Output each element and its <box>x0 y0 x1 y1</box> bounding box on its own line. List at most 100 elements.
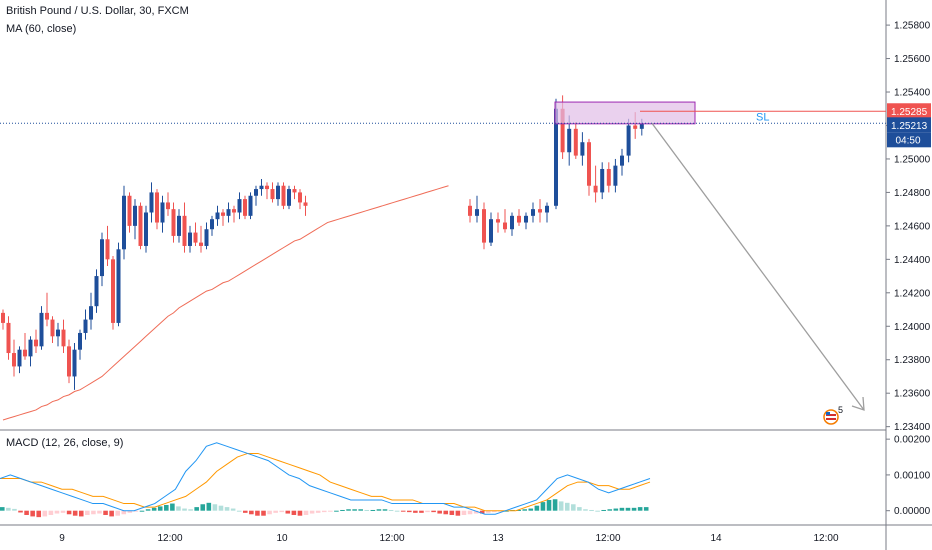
macd-histogram-bar <box>279 510 285 513</box>
macd-histogram-bar <box>321 510 327 513</box>
candle-body <box>633 125 638 129</box>
macd-histogram-bar <box>30 510 35 517</box>
candle-body <box>72 349 77 377</box>
candle-body <box>188 232 192 246</box>
price-tick-label: 1.25600 <box>894 54 931 65</box>
macd-histogram-bar <box>36 510 42 518</box>
macd-histogram-bar <box>121 510 127 515</box>
macd-histogram-bar <box>364 509 370 511</box>
macd-histogram-bar <box>297 510 303 516</box>
candle-body <box>270 189 275 200</box>
macd-histogram-bar <box>455 510 461 516</box>
macd-signal-line <box>0 452 651 512</box>
candle-body <box>155 192 159 223</box>
candle-body <box>144 212 148 246</box>
macd-histogram-bar <box>589 509 594 511</box>
macd-histogram-bar <box>564 502 570 511</box>
macd-histogram-bar <box>12 508 17 511</box>
macd-histogram-bar <box>546 499 552 511</box>
ma-legend[interactable]: MA (60, close) <box>6 23 76 35</box>
macd-legend[interactable]: MACD (12, 26, close, 9) <box>6 437 123 449</box>
macd-histogram-bar <box>607 509 613 511</box>
macd-histogram-bar <box>188 509 193 511</box>
time-tick-label: 9 <box>59 533 65 544</box>
candle-body <box>61 329 66 347</box>
price-tick-label: 1.25800 <box>894 21 931 32</box>
macd-histogram-bar <box>206 502 212 511</box>
candle-body <box>133 205 137 226</box>
macd-histogram-bar <box>352 509 357 511</box>
macd-histogram-bar <box>631 507 637 511</box>
macd-histogram-bar <box>145 509 151 511</box>
macd-histogram-bar <box>461 510 467 515</box>
macd-histogram-bar <box>407 510 412 513</box>
time-axis[interactable]: 9 12:00 10 12:00 13 12:00 14 12:00 <box>59 533 839 544</box>
macd-histogram-bar <box>388 509 394 511</box>
candle-body <box>221 212 225 216</box>
macd-histogram-bar <box>413 510 418 513</box>
candle-body <box>560 108 565 153</box>
price-tick-label: 1.24000 <box>894 322 931 333</box>
ma-60-line <box>2 185 449 421</box>
macd-histogram-bar <box>230 508 236 511</box>
symbol-legend[interactable]: British Pound / U.S. Dollar, 30, FXCM <box>6 5 189 17</box>
macd-histogram-bar <box>78 510 84 517</box>
candle-body <box>243 199 247 216</box>
candle-body <box>248 195 253 216</box>
macd-histogram-bar <box>595 510 600 512</box>
candle-body <box>166 202 170 210</box>
macd-histogram-bar <box>492 510 497 513</box>
macd-histogram-bar <box>358 509 363 511</box>
candle-body <box>226 209 231 216</box>
candle-body <box>232 209 236 213</box>
macd-tick-label: 0.00100 <box>894 470 931 481</box>
candle-body <box>1 312 5 323</box>
price-tick-label: 1.23600 <box>894 389 931 400</box>
price-axis[interactable]: 1.258001.256001.254001.252001.250001.248… <box>886 21 931 518</box>
candle-body <box>149 192 154 213</box>
candle-body <box>482 209 486 243</box>
candle-body <box>177 215 181 236</box>
macd-histogram-bar <box>437 510 442 514</box>
macd-histogram-bar <box>601 509 606 511</box>
macd-histogram-bar <box>613 508 619 511</box>
macd-label: MACD (12, 26, close, 9) <box>6 437 124 449</box>
price-tick-label: 1.24600 <box>894 221 931 232</box>
projection-arrow-head <box>851 396 865 411</box>
sl-price-tag-text: 1.25285 <box>891 107 928 118</box>
macd-histogram-bar <box>218 505 224 511</box>
candle-body <box>171 209 176 236</box>
macd-histogram-bar <box>109 510 114 517</box>
price-tick-label: 1.24800 <box>894 188 931 199</box>
us-flag-stripe-icon <box>826 418 836 420</box>
macd-histogram-bar <box>0 507 5 511</box>
candle-body <box>67 346 71 377</box>
candle-body <box>83 319 88 333</box>
projection-arrow-line <box>651 122 865 411</box>
candle-body <box>287 189 291 206</box>
last-price-tag-text: 1.25213 <box>891 121 928 132</box>
macd-histogram-bar <box>285 510 291 514</box>
macd-histogram-bar <box>267 510 272 515</box>
macd-histogram-bar <box>558 501 564 511</box>
macd-histogram-bar <box>291 510 297 515</box>
candle-body <box>639 123 644 129</box>
candle-body <box>613 165 618 186</box>
macd-histogram-bar <box>419 510 424 513</box>
candle-body <box>292 189 297 193</box>
macd-histogram-bar <box>182 508 187 511</box>
candle-body <box>524 215 528 223</box>
macd-histogram-bar <box>103 510 108 515</box>
macd-histogram-bar <box>66 510 72 515</box>
candle-body <box>111 259 115 323</box>
candle-body <box>182 215 187 246</box>
macd-histogram-bar <box>625 507 631 511</box>
macd-histogram-bar <box>334 510 339 512</box>
macd-histogram-bar <box>540 502 546 511</box>
candle-body <box>105 239 110 260</box>
supply-zone-rect <box>554 101 696 125</box>
candle-body <box>23 349 27 357</box>
macd-histogram-bar <box>467 510 473 515</box>
macd-histogram-bar <box>85 510 90 515</box>
